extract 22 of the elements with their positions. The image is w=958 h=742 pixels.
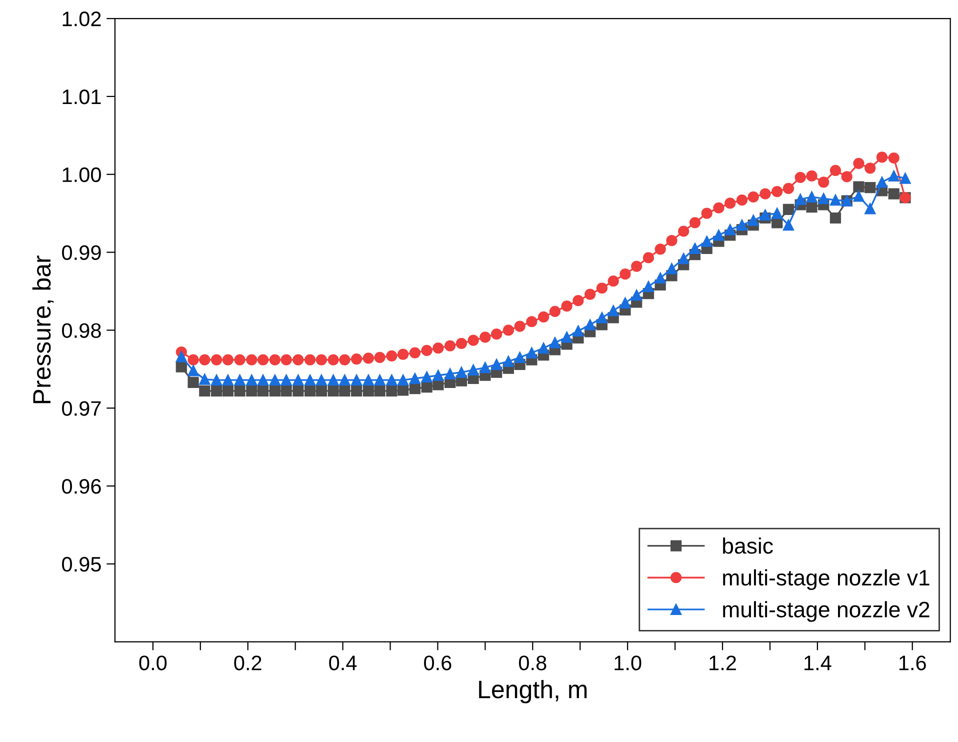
x-tick-label: 0.6	[424, 656, 452, 670]
legend-label: basic	[723, 537, 773, 554]
y-tick-label: 1.01	[62, 89, 101, 104]
x-tick-label: 0.0	[139, 656, 167, 670]
x-tick-label: 1.6	[899, 656, 926, 670]
y-tick-label: 0.97	[62, 401, 101, 416]
y-tick-label: 0.99	[62, 245, 101, 260]
x-tick-label: 0.2	[234, 656, 262, 670]
y-tick-label: 0.96	[62, 479, 101, 494]
legend-label: multi-stage nozzle v1	[723, 569, 930, 590]
y-tick-label: 1.00	[62, 167, 101, 182]
x-tick-label: 1.0	[614, 656, 642, 670]
x-tick-label: 1.4	[804, 656, 832, 670]
y-tick-label: 0.95	[62, 556, 101, 572]
x-tick-label: 0.8	[518, 656, 546, 670]
y-tick-label: 1.02	[62, 12, 101, 26]
x-axis-title: Length, m	[479, 680, 587, 704]
y-tick-label: 0.98	[62, 323, 101, 338]
x-tick-label: 0.4	[329, 656, 357, 670]
y-axis-title: Pressure, bar	[32, 256, 54, 404]
legend-label: multi-stage nozzle v2	[723, 601, 930, 622]
x-tick-label: 1.2	[710, 656, 736, 670]
